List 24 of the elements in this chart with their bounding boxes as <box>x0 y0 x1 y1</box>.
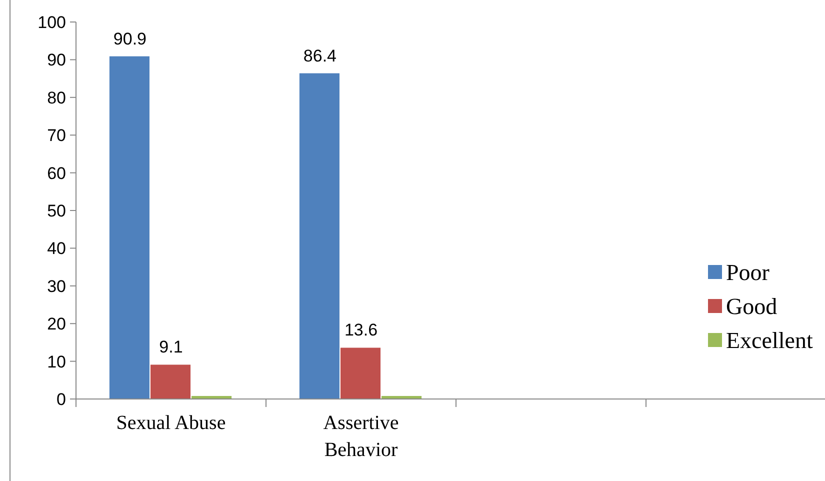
y-tick-label: 80 <box>47 88 66 108</box>
bar <box>150 364 191 399</box>
y-tick-label: 20 <box>47 314 66 334</box>
bar <box>299 73 340 399</box>
y-tick-label: 0 <box>56 390 66 409</box>
y-tick-label: 40 <box>47 239 66 258</box>
y-tick-label: 90 <box>47 50 66 70</box>
y-tick-label: 70 <box>47 126 66 146</box>
legend-label: Excellent <box>726 328 814 354</box>
bar <box>340 348 381 399</box>
x-tick-label: Assertive Behavior <box>323 412 399 461</box>
y-tick-label: 10 <box>47 352 66 372</box>
data-label: 90.9 <box>113 29 147 48</box>
legend-label: Good <box>726 294 778 320</box>
data-label: 9.1 <box>159 338 183 357</box>
y-tick-label: 30 <box>47 276 66 296</box>
y-tick-label: 60 <box>47 164 66 183</box>
bar <box>109 56 150 399</box>
x-tick-label: Sexual Abuse <box>116 412 226 434</box>
y-tick-label: 50 <box>47 201 66 220</box>
y-tick-label: 100 <box>38 12 66 32</box>
data-label: 86.4 <box>303 46 337 66</box>
legend-label: Poor <box>726 260 770 286</box>
data-label: 13.6 <box>344 320 378 340</box>
